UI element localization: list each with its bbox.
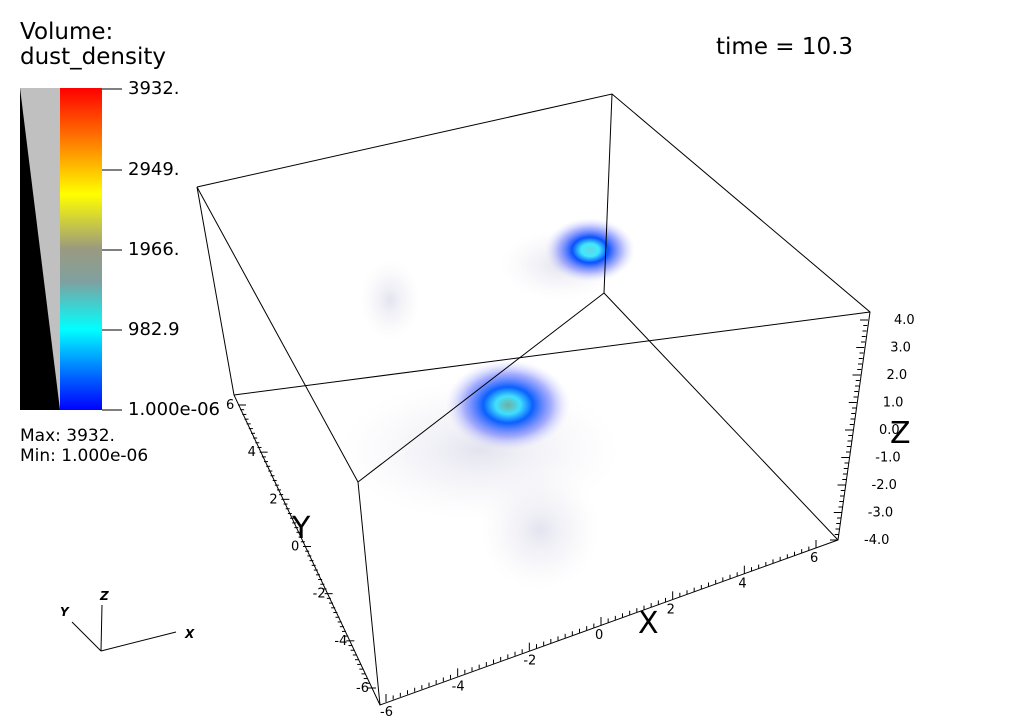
z-axis-tick-label: -2.0 [872,478,897,493]
orientation-z-label: Z [99,589,109,603]
colorbar [20,88,122,411]
z-axis-tick-label: 2.0 [887,368,908,383]
orientation-x-label: X [184,627,195,641]
x-axis-tick-labels: -6 -4 -2 0 2 4 6 [380,551,818,720]
orientation-x-axis [100,631,177,652]
colorbar-tick-2949: 2949. [128,159,180,180]
volume-title-line1: Volume: [20,19,114,45]
colorbar-tick-1966: 1966. [128,239,180,260]
colorbar-tick-marks [102,88,122,411]
z-axis-tick-labels: 4.0 3.0 2.0 1.0 0.0 -1.0 -2.0 -3.0 -4.0 [864,313,915,548]
z-axis-tick-label: -1.0 [875,451,900,466]
y-axis-ticks [238,404,376,689]
time-annotation: time = 10.3 [716,34,854,60]
colorbar-tick-min: 1.000e-06 [128,399,221,420]
y-axis-tick-label: -4 [334,634,347,649]
z-axis-title: Z [890,416,911,451]
dust-clump-lower [446,360,570,450]
volume-title-line2: dust_density [20,44,167,70]
x-axis-tick-label: 6 [810,551,818,566]
x-axis-tick-label: -4 [452,679,465,694]
x-axis-title: X [638,606,659,641]
orientation-y-label: Y [60,605,70,619]
z-axis-ticks [830,319,868,541]
colorbar-opacity-ramp [20,88,60,410]
orientation-y-axis [71,621,102,652]
x-axis-tick-label: -2 [523,654,536,669]
dust-haze-left [360,260,420,340]
z-axis-tick-label: 4.0 [894,313,915,328]
z-axis-tick-label: 1.0 [883,396,904,411]
bounding-box [196,93,871,706]
z-axis-tick-label: -4.0 [864,533,889,548]
min-value-label: Min: 1.000e-06 [20,446,149,466]
z-axis-tick-label: 0.0 [879,423,900,438]
x-axis-tick-label: 4 [738,577,746,592]
orientation-axes [71,604,177,652]
x-axis-tick-label: -6 [380,705,393,720]
x-axis-ticks [385,540,817,702]
dust-clump-upper [545,218,635,282]
y-axis-tick-label: 4 [248,445,256,460]
y-axis-tick-label: 0 [291,540,299,555]
dust-haze-lower [480,470,600,590]
z-axis-tick-label: -3.0 [868,506,893,521]
y-axis-title: Y [291,511,311,546]
y-axis-tick-label: 6 [226,398,234,413]
orientation-z-axis [100,604,103,652]
x-axis-tick-label: 2 [667,602,675,617]
colorbar-tick-982: 982.9 [128,319,180,340]
y-axis-tick-label: -6 [356,681,369,696]
colorbar-tick-max: 3932. [128,78,180,99]
y-axis-tick-label: -2 [313,587,326,602]
max-value-label: Max: 3932. [20,426,115,446]
y-axis-tick-label: 2 [269,492,277,507]
z-axis-tick-label: 3.0 [890,341,911,356]
x-axis-tick-label: 0 [595,628,603,643]
y-axis-tick-labels: -6 -4 -2 0 2 4 6 [226,398,369,696]
colorbar-color-map [60,88,102,410]
